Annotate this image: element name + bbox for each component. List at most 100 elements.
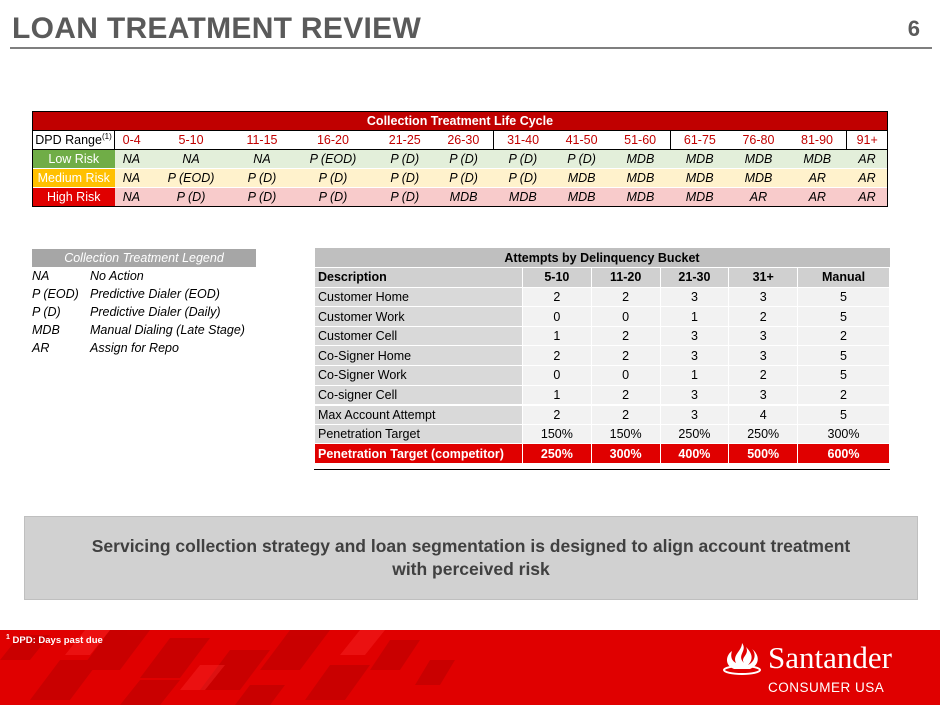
dpd-range-cell: 91+ [846,130,888,150]
legend-code: P (EOD) [32,287,79,301]
treatment-cell: P (D) [493,168,553,188]
row-description: Co-signer Cell [314,384,523,406]
row-description: Max Account Attempt [314,403,523,425]
row-description: Co-Signer Home [314,345,523,367]
row-description: Co-Signer Work [314,365,523,386]
santander-logo: Santander [722,640,892,676]
treatment-cell: AR [846,168,888,188]
table-cell: 0 [522,306,592,327]
treatment-cell: P (D) [375,187,434,207]
table-cell: 300% [590,443,661,465]
medium-risk-row: Medium Risk NA P (EOD) P (D) P (D) P (D)… [32,168,888,188]
legend-meaning: Predictive Dialer (EOD) [90,287,220,301]
legend-meaning: No Action [90,269,144,283]
table-cell: 3 [659,286,730,308]
risk-label: High Risk [32,187,115,207]
table-cell: 4 [728,403,799,425]
column-header: Description [314,267,523,288]
table-cell: 3 [728,286,799,308]
treatment-cell: MDB [729,168,788,188]
footer-band [0,630,940,705]
dpd-range-cell: 5-10 [148,130,234,150]
treatment-legend: Collection Treatment Legend NA No Action … [32,249,256,357]
treatment-cell: P (D) [493,149,553,169]
treatment-cell: NA [114,149,149,169]
table-cell: 5 [797,403,890,425]
dpd-range-cell: 21-25 [375,130,434,150]
table-cell: 3 [659,384,730,406]
treatment-cell: MDB [729,149,788,169]
competitor-target-row: Penetration Target (competitor) 250% 300… [314,443,890,465]
treatment-cell: P (D) [375,168,434,188]
treatment-cell: AR [846,187,888,207]
treatment-cell: MDB [670,168,730,188]
dpd-range-label: DPD Range(1) [32,130,115,150]
treatment-cell: MDB [552,187,611,207]
treatment-cell: P (D) [290,187,376,207]
table-cell: 3 [659,325,730,347]
table-row: Customer Work 0 0 1 2 5 [314,306,890,327]
table-cell: 1 [522,384,592,406]
table-row: Co-Signer Home 2 2 3 3 5 [314,345,890,367]
table-cell: 300% [797,423,890,445]
table-cell: 1 [659,306,730,327]
table-cell: 1 [522,325,592,347]
treatment-cell: MDB [610,149,671,169]
column-header: 21-30 [659,267,730,288]
dpd-range-row: DPD Range(1) 0-4 5-10 11-15 16-20 21-25 … [32,130,888,150]
table-cell: 0 [522,365,592,386]
treatment-cell: MDB [433,187,494,207]
summary-callout: Servicing collection strategy and loan s… [24,516,918,600]
table-cell: 2 [590,384,661,406]
legend-title: Collection Treatment Legend [32,249,256,267]
column-header: 31+ [728,267,799,288]
table-cell: 400% [659,443,730,465]
table-cell: 500% [728,443,799,465]
table-cell: 2 [522,286,592,308]
treatment-cell: P (D) [290,168,376,188]
table-row: Co-Signer Work 0 0 1 2 5 [314,365,890,386]
dpd-range-cell: 76-80 [729,130,788,150]
table-cell: 250% [522,443,592,465]
legend-item: NA No Action [32,267,256,285]
treatment-cell: AR [729,187,788,207]
treatment-cell: MDB [670,149,730,169]
dpd-range-cell: 81-90 [787,130,847,150]
row-description: Customer Work [314,306,523,327]
treatment-cell: P (D) [552,149,611,169]
attempts-title: Attempts by Delinquency Bucket [314,248,890,268]
title-divider [10,47,932,49]
dpd-range-cell: 41-50 [552,130,611,150]
treatment-cell: AR [787,168,847,188]
penetration-target-row: Penetration Target 150% 150% 250% 250% 3… [314,423,890,445]
life-cycle-table: Collection Treatment Life Cycle DPD Rang… [32,111,888,207]
table-row: Co-signer Cell 1 2 3 3 2 [314,384,890,406]
treatment-cell: AR [787,187,847,207]
dpd-range-cell: 0-4 [114,130,149,150]
legend-item: AR Assign for Repo [32,339,256,357]
flame-icon [723,643,761,675]
table-cell: 2 [522,345,592,367]
dpd-range-cell: 61-75 [669,130,730,150]
table-cell: 600% [797,443,890,465]
treatment-cell: MDB [493,187,553,207]
table-row: Customer Cell 1 2 3 3 2 [314,325,890,347]
treatment-cell: NA [114,168,149,188]
legend-item: P (D) Predictive Dialer (Daily) [32,303,256,321]
treatment-cell: MDB [610,187,671,207]
legend-item: P (EOD) Predictive Dialer (EOD) [32,285,256,303]
table-cell: 0 [590,306,661,327]
treatment-cell: P (EOD) [148,168,234,188]
treatment-cell: AR [846,149,888,169]
treatment-cell: MDB [552,168,611,188]
legend-meaning: Manual Dialing (Late Stage) [90,323,245,337]
attempts-table-bottom-rule [314,469,890,470]
column-header: 5-10 [522,267,592,288]
row-description: Penetration Target [314,423,523,445]
table-cell: 3 [659,403,730,425]
attempts-table: Attempts by Delinquency Bucket Descripti… [314,248,890,465]
treatment-cell: MDB [610,168,671,188]
risk-label: Low Risk [32,149,115,169]
legend-code: MDB [32,323,60,337]
table-cell: 2 [590,345,661,367]
